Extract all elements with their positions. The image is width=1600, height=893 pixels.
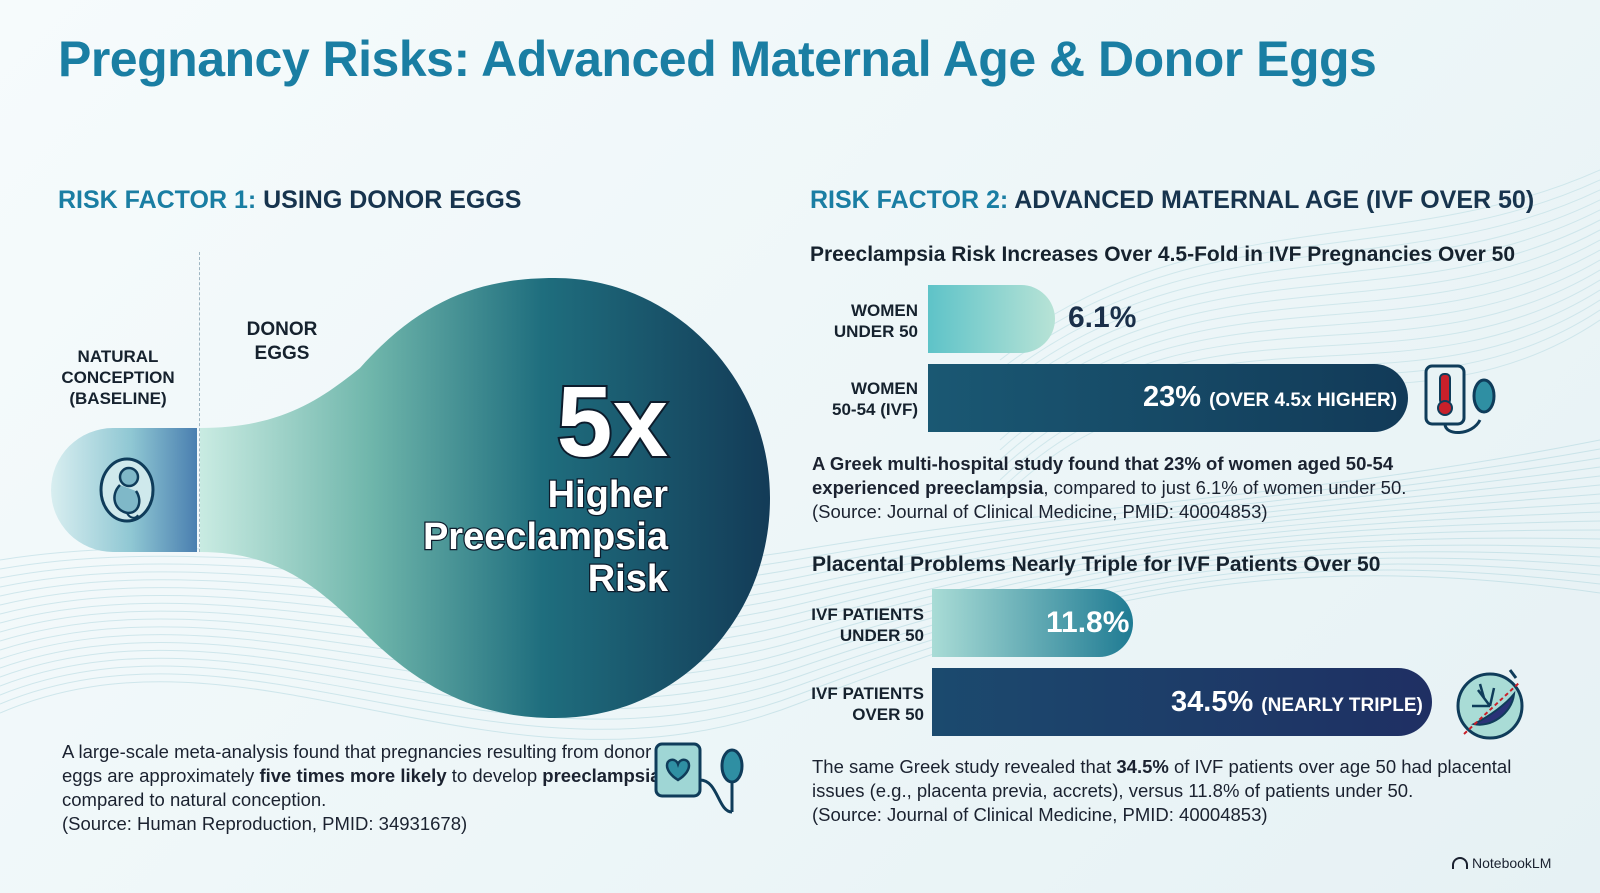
donor-eggs-bubble xyxy=(200,278,770,718)
placenta-icon xyxy=(1456,669,1524,740)
wave-line xyxy=(0,475,1600,609)
chart2-description: The same Greek study revealed that 34.5%… xyxy=(812,755,1542,827)
chart2-value-under-50: 11.8% xyxy=(1046,606,1130,639)
para-text: A large-scale meta-analysis found that p… xyxy=(62,741,652,786)
para-bold: A Greek multi-hospital study found that … xyxy=(812,453,1394,498)
wave-line xyxy=(999,179,1600,361)
risk-factor-1-heading: RISK FACTOR 1: USING DONOR EGGS xyxy=(58,186,522,215)
wave-line xyxy=(0,457,1600,588)
para-text: compared to natural conception. xyxy=(62,789,327,810)
chart1-label-1: WOMEN UNDER 50 xyxy=(833,301,918,341)
blood-pressure-thermometer-icon xyxy=(1424,364,1496,434)
page-title: Pregnancy Risks: Advanced Maternal Age &… xyxy=(58,31,1377,87)
wave-line xyxy=(999,169,1600,351)
wave-line xyxy=(0,575,1600,740)
source-citation: (Source: Human Reproduction, PMID: 34931… xyxy=(62,813,468,834)
big-multiplier-caption: Higher Preeclampsia Risk xyxy=(422,473,670,602)
wave-line xyxy=(0,537,1600,680)
wave-line xyxy=(0,484,1600,619)
chart2-value-over-50: 34.5% (NEARLY TRIPLE) xyxy=(1171,686,1423,719)
wave-line xyxy=(999,189,1600,371)
para-text: to develop xyxy=(446,765,543,786)
wave-line xyxy=(0,502,1600,639)
divider xyxy=(199,252,200,552)
wave-line xyxy=(0,466,1600,598)
chart2-title: Placental Problems Nearly Triple for IVF… xyxy=(812,553,1381,576)
risk-factor-1-prefix: RISK FACTOR 1: xyxy=(58,186,257,214)
wave-line xyxy=(999,239,1600,421)
brand-name: NotebookLM xyxy=(1472,855,1552,871)
wave-line xyxy=(0,557,1600,710)
donor-eggs-description: A large-scale meta-analysis found that p… xyxy=(62,740,662,836)
wave-line xyxy=(0,529,1600,669)
baseline-label: NATURAL CONCEPTION (BASELINE) xyxy=(61,347,175,408)
blood-pressure-heart-icon xyxy=(654,742,744,814)
chart1-value-50-54: 23% (OVER 4.5x HIGHER) xyxy=(1143,381,1397,414)
big-multiplier: 5x xyxy=(555,366,670,478)
risk-factor-2-prefix: RISK FACTOR 2: xyxy=(810,186,1009,214)
chart2-label-1: IVF PATIENTS UNDER 50 xyxy=(811,605,924,645)
chart1-value-under-50: 6.1% xyxy=(1068,301,1137,334)
chart2-value-over-50-number: 34.5% xyxy=(1171,686,1254,718)
wave-line xyxy=(999,229,1600,411)
wave-line xyxy=(0,493,1600,629)
para-text: , compared to just 6.1% of women under 5… xyxy=(1043,477,1407,498)
para-text: The same Greek study revealed that xyxy=(812,756,1117,777)
chart1-bar-under-50 xyxy=(928,285,1056,353)
wave-line xyxy=(999,209,1600,391)
chart1-bar-50-54 xyxy=(928,364,1408,432)
risk-factor-2-title: ADVANCED MATERNAL AGE (IVF OVER 50) xyxy=(1014,186,1535,214)
fetus-icon xyxy=(99,457,155,523)
wave-line xyxy=(999,199,1600,381)
chart1-title: Preeclampsia Risk Increases Over 4.5-Fol… xyxy=(810,243,1516,266)
notebooklm-logo-icon xyxy=(1452,857,1468,869)
risk-factor-2-heading: RISK FACTOR 2: ADVANCED MATERNAL AGE (IV… xyxy=(810,186,1534,215)
wave-line xyxy=(999,219,1600,401)
chart1-value-50-54-note: (OVER 4.5x HIGHER) xyxy=(1209,390,1398,411)
wave-line xyxy=(0,448,1600,578)
para-text: of IVF patients over age 50 had placenta… xyxy=(812,756,1512,801)
chart2-bar-over-50 xyxy=(932,668,1432,736)
para-bold: 34.5% xyxy=(1116,756,1169,777)
para-bold: five times more likely xyxy=(259,765,447,786)
chart1-description: A Greek multi-hospital study found that … xyxy=(812,452,1462,524)
risk-factor-1-title: USING DONOR EGGS xyxy=(263,186,522,214)
wave-line xyxy=(0,544,1600,690)
wave-line xyxy=(0,551,1600,700)
wave-line xyxy=(0,569,1600,730)
source-citation: (Source: Journal of Clinical Medicine, P… xyxy=(812,501,1268,522)
chart2-value-over-50-note: (NEARLY TRIPLE) xyxy=(1261,695,1423,716)
source-citation: (Source: Journal of Clinical Medicine, P… xyxy=(812,804,1268,825)
brand-footer: NotebookLM xyxy=(1452,855,1551,871)
wave-line xyxy=(0,520,1600,659)
wave-line xyxy=(0,563,1600,720)
wave-line xyxy=(0,511,1600,649)
chart2-label-2: IVF PATIENTS OVER 50 xyxy=(811,684,924,724)
donor-eggs-label: DONOR EGGS xyxy=(246,319,318,364)
para-bold: preeclampsia xyxy=(542,765,661,786)
chart2-bar-under-50 xyxy=(932,589,1133,657)
chart1-value-50-54-number: 23% xyxy=(1143,381,1202,413)
chart1-label-2: WOMEN 50-54 (IVF) xyxy=(832,379,918,419)
